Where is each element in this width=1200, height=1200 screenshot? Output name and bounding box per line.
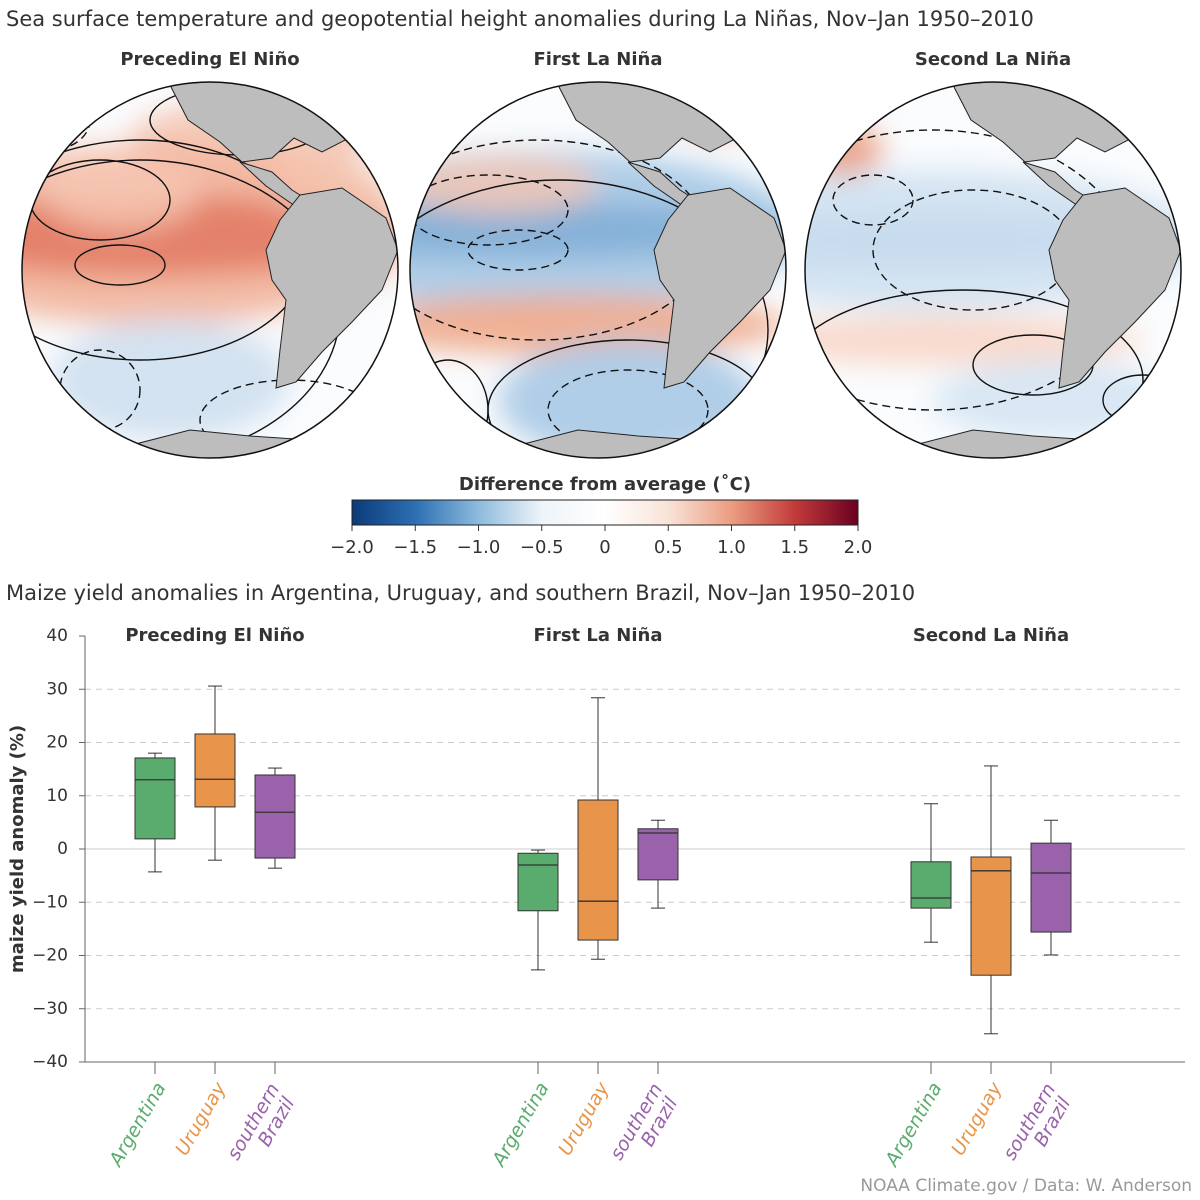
y-tick-label: 0: [57, 839, 68, 859]
title: Sea surface temperature and geopotential…: [6, 7, 1034, 31]
map-title: First La Niña: [533, 49, 662, 70]
box: [1030, 842, 1072, 933]
globe-outline: [804, 81, 1182, 459]
globe-content: [410, 82, 786, 458]
globe: [21, 81, 399, 459]
box: [970, 856, 1012, 976]
colorbar-tick-label: −1.0: [457, 537, 501, 558]
contour: [59, 349, 141, 431]
contour: [410, 359, 489, 458]
sst-blob: [933, 360, 1173, 440]
box: [517, 852, 559, 912]
contour: [805, 99, 854, 141]
chart-title: Maize yield anomalies in Argentina, Urug…: [6, 581, 915, 605]
land: [265, 187, 398, 389]
globe-outline: [409, 81, 787, 459]
sst-blob: [805, 315, 1143, 365]
land: [1048, 187, 1181, 389]
contour: [832, 174, 914, 226]
contour: [410, 174, 569, 246]
colorbar-tick-label: 0.5: [654, 537, 683, 558]
contour: [805, 289, 1144, 458]
source: NOAA Climate.gov / Data: W. Anderson: [860, 1176, 1192, 1196]
contour: [410, 179, 769, 458]
colorbar-tick-label: −1.5: [393, 537, 437, 558]
box: [637, 828, 679, 881]
y-tick-label: 30: [46, 679, 68, 699]
globe-outline: [21, 81, 399, 459]
colorbar-tick-label: 2.0: [844, 537, 873, 558]
box: [910, 861, 952, 909]
contour: [74, 244, 166, 286]
colorbar-label: Difference from average (˚C): [459, 473, 751, 495]
y-tick-label: −20: [32, 946, 68, 966]
y-tick-label: 10: [46, 786, 68, 806]
map-title: Second La Niña: [915, 49, 1071, 70]
land: [653, 187, 786, 389]
sst-blob: [410, 155, 598, 215]
colorbar-tick-label: 1.0: [717, 537, 746, 558]
colorbar-tick-label: 0: [599, 537, 610, 558]
box: [254, 774, 296, 859]
y-tick-label: 40: [46, 626, 68, 646]
y-tick-label: −10: [32, 892, 68, 912]
globe: [409, 81, 787, 459]
colorbar-tick-label: −0.5: [520, 537, 564, 558]
box: [577, 799, 619, 941]
contour: [467, 229, 569, 271]
box: [194, 733, 236, 808]
colorbar: [351, 499, 859, 526]
globe-content: [22, 82, 398, 458]
sst-blob: [50, 320, 290, 440]
map-title: Preceding El Niño: [120, 49, 299, 70]
group-title: Second La Niña: [913, 625, 1069, 646]
colorbar-tick-label: 1.5: [780, 537, 809, 558]
y-tick-label: 20: [46, 733, 68, 753]
y-tick-label: −30: [32, 999, 68, 1019]
sst-blob: [805, 125, 883, 175]
colorbar-tick-label: −2.0: [330, 537, 374, 558]
group-title: First La Niña: [533, 625, 662, 646]
group-title: Preceding El Niño: [125, 625, 304, 646]
y-tick-label: −40: [32, 1052, 68, 1072]
y-axis-label: maize yield anomaly (%): [7, 725, 28, 973]
box: [134, 757, 176, 840]
sst-blob: [40, 150, 200, 230]
